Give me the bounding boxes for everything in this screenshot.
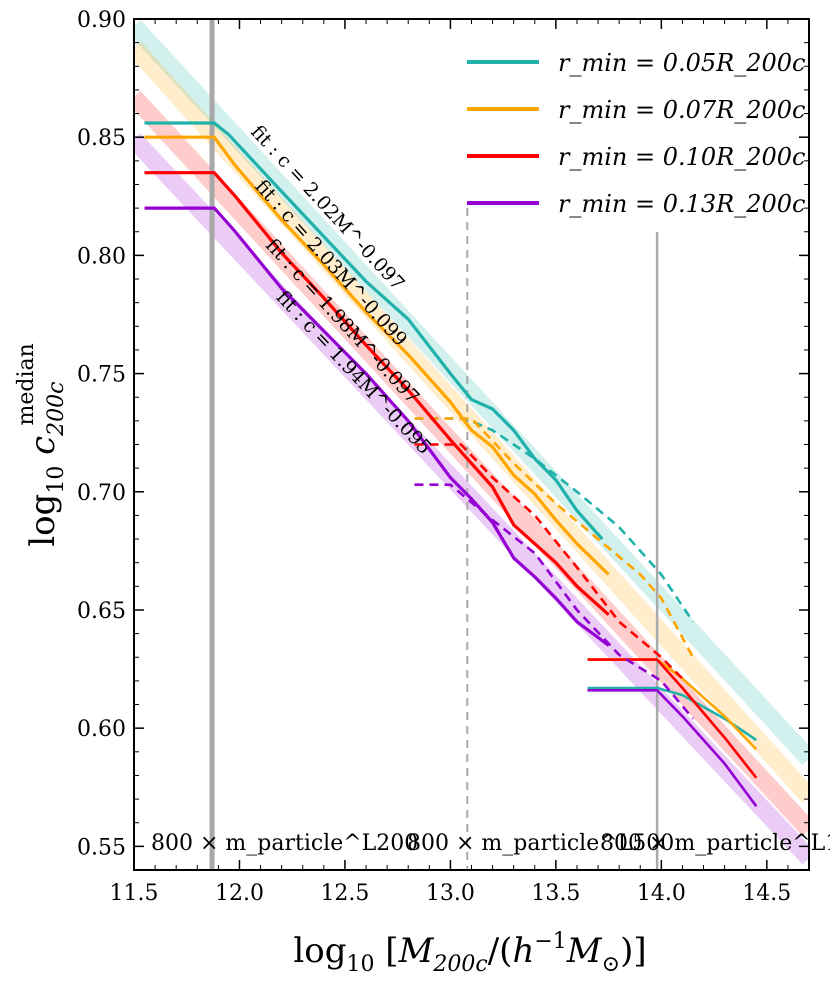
legend-label-0: r_min = 0.05R_200c bbox=[558, 49, 806, 77]
x-tick-label: 11.5 bbox=[110, 881, 159, 906]
curve-dashed-r-min-0-10r-200c bbox=[414, 443, 684, 680]
y-tick-label: 0.80 bbox=[77, 244, 126, 269]
y-tick-label: 0.85 bbox=[77, 126, 126, 151]
y-tick-label: 0.90 bbox=[77, 8, 126, 33]
curve-solid-r-min-0-05r-200c bbox=[144, 121, 604, 541]
y-axis-title: log10 c200cmedian bbox=[14, 343, 69, 547]
fit-band-r-min-0-07r-200c bbox=[134, 41, 809, 803]
y-tick-label: 0.70 bbox=[77, 481, 126, 506]
x-tick-label: 13.0 bbox=[426, 881, 475, 906]
legend-label-1: r_min = 0.07R_200c bbox=[558, 96, 806, 124]
curve-high-mass-r-min-0-13r-200c bbox=[587, 688, 758, 807]
curve-solid-r-min-0-10r-200c bbox=[144, 171, 610, 616]
axis-ticks: 11.5 12.0 12.5 13.0 13.5 14.0 14.5 0.55 0.60 0.65… bbox=[77, 8, 810, 906]
legend-label-3: r_min = 0.13R_200c bbox=[558, 190, 806, 218]
x-tick-label: 14.5 bbox=[742, 881, 791, 906]
x-axis-title: log10 [M200c/(h−1M⊙)] bbox=[293, 929, 646, 977]
vline-label-2: 800 × m_particle^L1000 bbox=[600, 831, 830, 856]
particle-limit-lines bbox=[209, 19, 659, 870]
x-tick-label: 12.0 bbox=[215, 881, 264, 906]
legend: r_min = 0.05R_200c r_min = 0.07R_200c r_mi… bbox=[467, 49, 806, 218]
curve-dashed-r-min-0-07r-200c bbox=[414, 417, 695, 658]
x-tick-label: 14.0 bbox=[637, 881, 686, 906]
curve-dashed-r-min-0-13r-200c bbox=[414, 483, 694, 720]
vline-label-1: 800 × m_particle^L500 bbox=[407, 831, 674, 856]
y-tick-label: 0.65 bbox=[77, 599, 126, 624]
curve-dashed-r-min-0-05r-200c bbox=[414, 417, 695, 623]
median-curves bbox=[144, 121, 758, 807]
curve-solid-r-min-0-13r-200c bbox=[144, 206, 610, 647]
y-tick-label: 0.75 bbox=[77, 363, 126, 388]
x-tick-label: 13.5 bbox=[531, 881, 580, 906]
vline-label-0: 800 × m_particle^L200 bbox=[151, 831, 418, 856]
curve-solid-r-min-0-07r-200c bbox=[144, 135, 610, 576]
fit-label-3: fit : c = 1.94M^-0.095 bbox=[272, 286, 436, 458]
fit-band-r-min-0-05r-200c bbox=[134, 20, 809, 765]
x-tick-label: 12.5 bbox=[320, 881, 369, 906]
legend-label-2: r_min = 0.10R_200c bbox=[558, 143, 806, 171]
curve-high-mass-r-min-0-10r-200c bbox=[587, 658, 758, 779]
y-tick-label: 0.55 bbox=[77, 835, 126, 860]
y-tick-label: 0.60 bbox=[77, 717, 126, 742]
